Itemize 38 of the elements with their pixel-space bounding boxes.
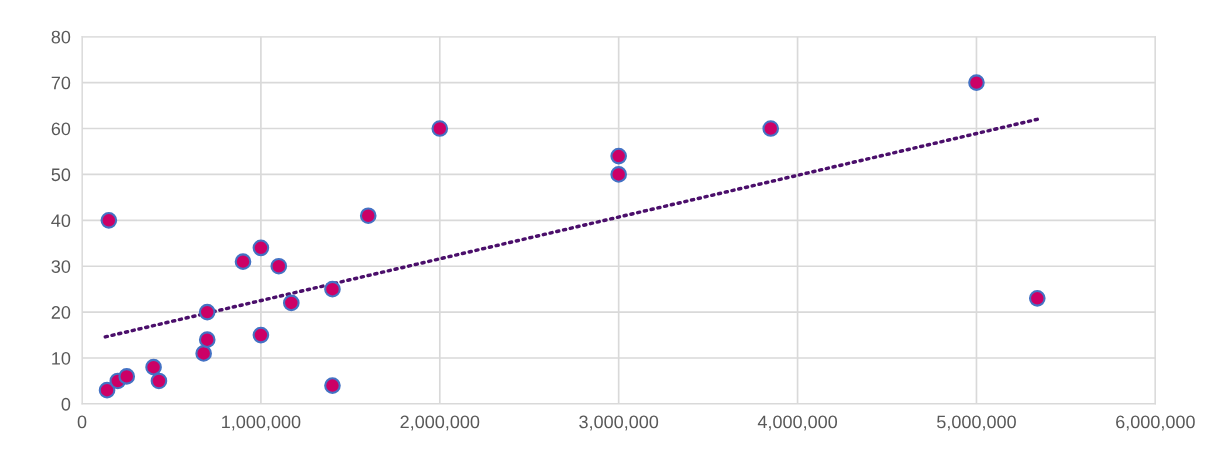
point — [118, 368, 136, 385]
y-tick-label: 80 — [51, 30, 71, 44]
x-tick-label: 2,000,000 — [400, 415, 480, 431]
point — [234, 253, 252, 270]
point — [324, 280, 341, 298]
x-tick-label: 6,000,000 — [1116, 415, 1195, 431]
point — [100, 212, 118, 229]
y-tick-label: 70 — [51, 76, 71, 90]
x-tick-label: 5,000,000 — [937, 415, 1016, 431]
y-tick-label: 30 — [51, 260, 71, 273]
point — [195, 345, 212, 362]
point — [145, 358, 162, 376]
point — [324, 377, 341, 394]
x-tick-label: 4,000,000 — [757, 415, 838, 431]
x-tick-label: 1,000,000 — [222, 415, 301, 431]
point — [1028, 290, 1046, 307]
point — [98, 381, 116, 399]
point — [282, 294, 300, 312]
y-tick-label: 20 — [51, 306, 71, 319]
point — [198, 303, 216, 321]
point — [198, 331, 216, 348]
x-tick-label: 3,000,000 — [579, 415, 659, 431]
point — [150, 372, 168, 390]
y-tick-label: 40 — [51, 214, 71, 228]
point — [359, 207, 377, 225]
point — [610, 147, 627, 165]
y-tick-label: 0 — [61, 397, 71, 411]
y-tick-label: 10 — [52, 351, 71, 365]
point — [431, 120, 449, 137]
point — [252, 326, 270, 344]
point — [270, 257, 288, 275]
point — [610, 166, 627, 183]
y-tick-label: 60 — [51, 122, 71, 136]
x-tick-label: 0 — [77, 415, 87, 429]
y-tick-label: 50 — [51, 168, 71, 182]
point — [252, 239, 270, 257]
point — [968, 74, 985, 91]
point — [762, 120, 780, 137]
